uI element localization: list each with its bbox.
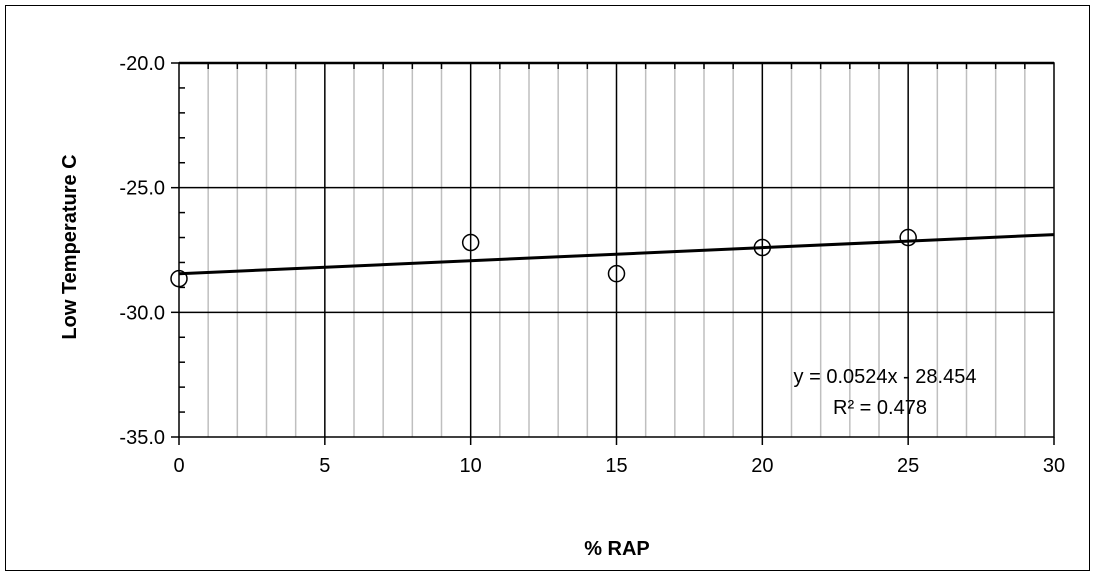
- x-tick-label: 5: [319, 455, 330, 477]
- y-tick-label: -30.0: [119, 302, 165, 324]
- trendline-group: [178, 233, 1055, 276]
- x-tick-label: 30: [1043, 455, 1065, 477]
- data-point: [170, 269, 188, 288]
- chart-frame: [5, 5, 1090, 571]
- x-tick-label: 20: [751, 455, 773, 477]
- y-tick-label: -20.0: [119, 53, 165, 75]
- x-tick-labels: 0 5 10 15 20 25 30: [173, 455, 1065, 477]
- trendline-r-squared: R² = 0.478: [833, 397, 927, 419]
- minor-gridlines: [207, 63, 1026, 437]
- trendline: [178, 233, 1055, 276]
- trendline-equation: y = 0.0524x - 28.454: [794, 366, 977, 388]
- data-point: [899, 228, 917, 247]
- x-tick-label: 0: [173, 455, 184, 477]
- y-tick-label: -25.0: [119, 178, 165, 200]
- y-axis-title: Low Temperature C: [59, 154, 81, 339]
- y-tick-label: -35.0: [119, 427, 165, 449]
- y-tick-labels: -20.0 -25.0 -30.0 -35.0: [119, 53, 165, 449]
- data-point: [607, 264, 626, 283]
- data-point: [461, 233, 480, 252]
- x-tick-label: 25: [897, 455, 919, 477]
- x-tick-label: 15: [605, 455, 627, 477]
- x-axis-title: % RAP: [584, 538, 650, 560]
- data-point: [753, 238, 772, 257]
- x-tick-label: 10: [460, 455, 482, 477]
- axes: [171, 61, 1055, 445]
- data-points: [170, 228, 917, 288]
- major-gridlines: [179, 63, 1054, 437]
